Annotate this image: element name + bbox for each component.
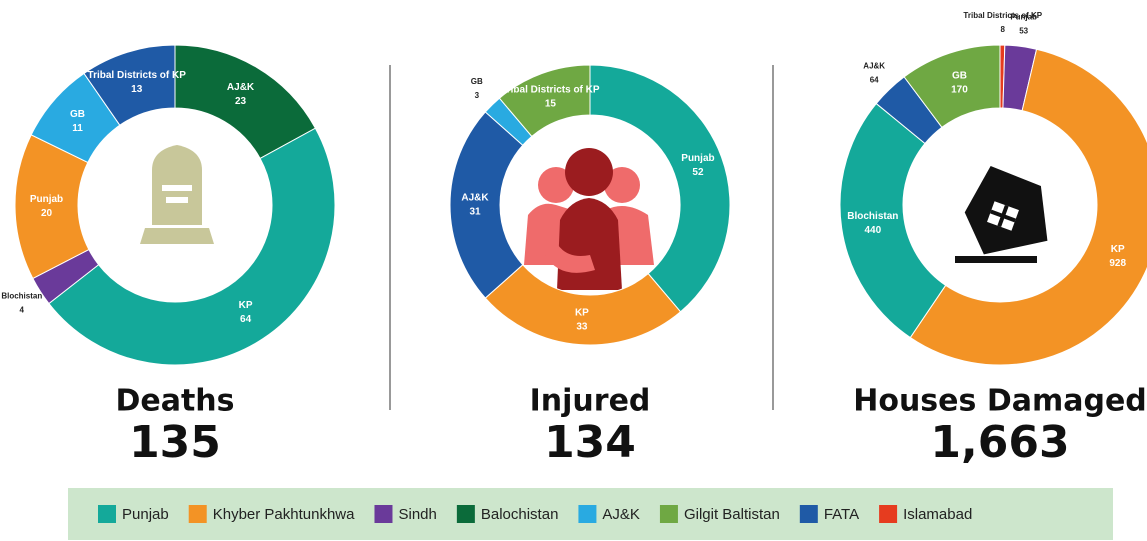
- legend-label: Khyber Pakhtunkhwa: [213, 506, 355, 523]
- segment-label: GB: [70, 109, 85, 120]
- house-icon: [955, 157, 1052, 263]
- segment-label: Blochistan: [847, 211, 898, 222]
- segment-label: Punjab: [681, 153, 714, 164]
- legend-label: Gilgit Baltistan: [684, 506, 780, 523]
- segment-value: 20: [41, 208, 53, 219]
- segment-value: 23: [235, 96, 247, 107]
- legend-label: Sindh: [398, 506, 436, 523]
- chart-total: 134: [544, 417, 636, 468]
- segment-label: Punjab: [30, 194, 63, 205]
- legend-swatch: [98, 505, 116, 523]
- legend-swatch: [879, 505, 897, 523]
- segment-value: 170: [951, 85, 968, 96]
- segment-value: 13: [131, 84, 143, 95]
- infographic: AJ&K 23 KP 64 Blochistan 4 Punjab 20 GB 11 Tribal …: [0, 0, 1147, 541]
- legend-swatch: [457, 505, 475, 523]
- segment-label: AJ&K: [863, 62, 885, 71]
- people-icon: [524, 148, 654, 290]
- segment-value: 3: [475, 91, 480, 100]
- segment-label: KP: [575, 307, 589, 318]
- legend-label: Islamabad: [903, 506, 972, 523]
- segment-label: KP: [239, 300, 253, 311]
- chart-total: 1,663: [930, 417, 1069, 468]
- legend-label: Punjab: [122, 506, 169, 523]
- legend-swatch: [189, 505, 207, 523]
- segment-label: Punjab: [1010, 13, 1037, 22]
- segment-value: 440: [864, 225, 881, 236]
- chart-total: 135: [129, 417, 221, 468]
- segment-value: 15: [545, 99, 557, 110]
- segment-label: Blochistan: [1, 291, 42, 300]
- chart-name: Houses Damaged: [853, 384, 1147, 419]
- segment-value: 64: [240, 314, 252, 325]
- legend-label: AJ&K: [602, 506, 640, 523]
- segment-label: Tribal Districts of KP: [88, 70, 187, 81]
- segment-value: 4: [20, 305, 25, 314]
- segment-label: AJ&K: [461, 193, 489, 204]
- legend-label: Balochistan: [481, 506, 559, 523]
- segment-label: GB: [952, 71, 967, 82]
- segment-value: 928: [1109, 258, 1126, 269]
- segment-value: 11: [72, 123, 83, 134]
- legend-swatch: [578, 505, 596, 523]
- segment-value: 8: [1001, 25, 1006, 34]
- chart-name: Injured: [530, 384, 651, 419]
- segment-label: KP: [1111, 244, 1125, 255]
- segment-label: Tribal Districts of KP: [501, 85, 600, 96]
- tombstone-icon: [140, 145, 214, 244]
- legend-swatch: [374, 505, 392, 523]
- segment-value: 64: [870, 76, 879, 85]
- chart-name: Deaths: [115, 384, 234, 419]
- legend-label: FATA: [824, 506, 859, 523]
- segment-value: 33: [576, 321, 588, 332]
- segment-value: 52: [692, 167, 704, 178]
- segment-value: 53: [1019, 27, 1028, 36]
- segment-value: 31: [469, 207, 481, 218]
- segment-label: GB: [471, 77, 483, 86]
- donut-segment: [450, 112, 523, 298]
- legend-swatch: [660, 505, 678, 523]
- segment-label: AJ&K: [227, 82, 255, 93]
- legend-swatch: [800, 505, 818, 523]
